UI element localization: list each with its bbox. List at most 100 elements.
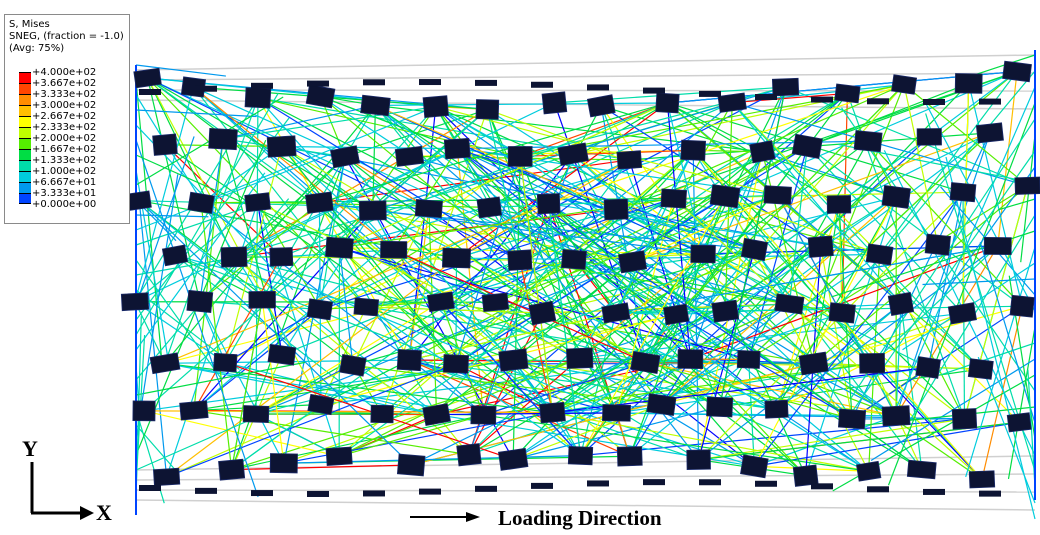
mesh-node-block bbox=[442, 354, 470, 374]
mesh-node-block bbox=[983, 236, 1012, 255]
edge-node-block bbox=[363, 79, 385, 86]
mesh-node-block bbox=[242, 405, 270, 423]
truss-member bbox=[231, 299, 263, 470]
edge-node-block bbox=[195, 487, 217, 494]
truss-member bbox=[487, 108, 790, 305]
edge-node-block bbox=[923, 488, 945, 495]
truss-member bbox=[813, 204, 840, 364]
truss-member bbox=[615, 245, 998, 314]
truss-member bbox=[366, 306, 543, 314]
edge-node-block bbox=[251, 82, 273, 89]
truss-member bbox=[257, 201, 580, 359]
edge-node-block bbox=[419, 79, 441, 86]
edge-node-block bbox=[475, 79, 497, 86]
mesh-node-block bbox=[887, 291, 915, 316]
truss-member bbox=[135, 79, 163, 363]
mesh-node-block bbox=[339, 354, 367, 377]
mesh-node-block bbox=[709, 184, 741, 209]
truss-member bbox=[224, 308, 321, 364]
truss-member bbox=[339, 102, 668, 249]
mesh-node-block bbox=[186, 289, 214, 314]
truss-member bbox=[192, 86, 367, 308]
truss-member bbox=[456, 102, 668, 259]
truss-member bbox=[320, 95, 458, 150]
truss-member bbox=[352, 364, 437, 416]
mesh-node-block bbox=[954, 73, 983, 94]
mesh-node-block bbox=[916, 128, 942, 146]
mesh-node-block bbox=[208, 127, 238, 151]
edge-node-block bbox=[307, 80, 329, 87]
mesh-node-block bbox=[498, 348, 529, 372]
mesh-node-block bbox=[740, 454, 769, 479]
legend-swatch bbox=[19, 138, 31, 149]
truss-member bbox=[979, 241, 1036, 424]
mesh-node-block bbox=[855, 460, 882, 482]
truss-member bbox=[903, 84, 939, 245]
mesh-node-block bbox=[394, 145, 425, 167]
truss-member bbox=[455, 363, 553, 414]
edge-node-block bbox=[699, 90, 721, 97]
truss-member bbox=[698, 303, 902, 461]
truss-member bbox=[440, 301, 581, 457]
mesh-node-block bbox=[179, 400, 209, 421]
mesh-node-block bbox=[456, 443, 482, 467]
mesh-node-block bbox=[630, 350, 661, 375]
mesh-node-block bbox=[686, 449, 711, 470]
truss-member bbox=[135, 109, 257, 118]
mesh-node-block bbox=[1014, 176, 1040, 195]
mesh-node-block bbox=[120, 292, 150, 312]
truss-member bbox=[456, 148, 853, 420]
mesh-node-block bbox=[539, 401, 566, 424]
edge-node-block bbox=[475, 485, 497, 492]
mesh-node-block bbox=[470, 405, 497, 425]
truss-member bbox=[338, 106, 437, 249]
mesh-node-block bbox=[677, 349, 704, 370]
truss-member bbox=[147, 77, 235, 258]
truss-member bbox=[541, 149, 694, 314]
mesh-node-block bbox=[906, 459, 937, 480]
truss-member bbox=[753, 249, 923, 470]
truss-member bbox=[661, 305, 1023, 406]
mesh-node-block bbox=[422, 95, 449, 118]
truss-member bbox=[135, 361, 306, 396]
truss-member bbox=[257, 97, 677, 315]
truss-member bbox=[281, 210, 374, 356]
truss-member bbox=[200, 202, 233, 470]
truss-member bbox=[135, 198, 290, 381]
truss-member bbox=[199, 202, 320, 302]
truss-member bbox=[552, 136, 930, 414]
mesh-node-block bbox=[1006, 412, 1032, 433]
truss-member bbox=[807, 82, 969, 147]
mesh-node-block bbox=[306, 298, 334, 321]
edge-node-block bbox=[139, 89, 161, 95]
legend-swatch bbox=[19, 171, 31, 182]
undeformed-edge-line bbox=[134, 473, 1036, 481]
truss-member bbox=[871, 362, 983, 480]
truss-member bbox=[573, 258, 726, 312]
truss-member bbox=[572, 153, 853, 420]
legend-swatch bbox=[19, 193, 31, 204]
truss-member bbox=[319, 301, 441, 310]
mesh-node-block bbox=[380, 240, 408, 259]
stress-legend: S, Mises SNEG, (fraction = -1.0) (Avg: 7… bbox=[4, 14, 130, 224]
mesh-node-block bbox=[807, 235, 834, 258]
truss-member bbox=[928, 70, 1018, 138]
truss-member bbox=[805, 196, 897, 476]
truss-member bbox=[393, 148, 458, 251]
truss-member bbox=[365, 306, 581, 457]
mesh-node-block bbox=[947, 302, 977, 325]
truss-member bbox=[393, 249, 646, 364]
mesh-node-block bbox=[426, 291, 455, 313]
truss-member bbox=[320, 313, 677, 406]
mesh-node-block bbox=[680, 139, 707, 161]
mesh-node-block bbox=[949, 182, 977, 203]
mesh-node-block bbox=[507, 146, 533, 167]
mesh-node-block bbox=[396, 453, 426, 477]
truss-member bbox=[193, 256, 282, 411]
legend-swatch bbox=[19, 116, 31, 127]
mesh-node-block bbox=[740, 237, 769, 262]
edge-node-block bbox=[531, 482, 553, 489]
mesh-node-block bbox=[837, 408, 867, 430]
truss-member bbox=[222, 104, 376, 140]
